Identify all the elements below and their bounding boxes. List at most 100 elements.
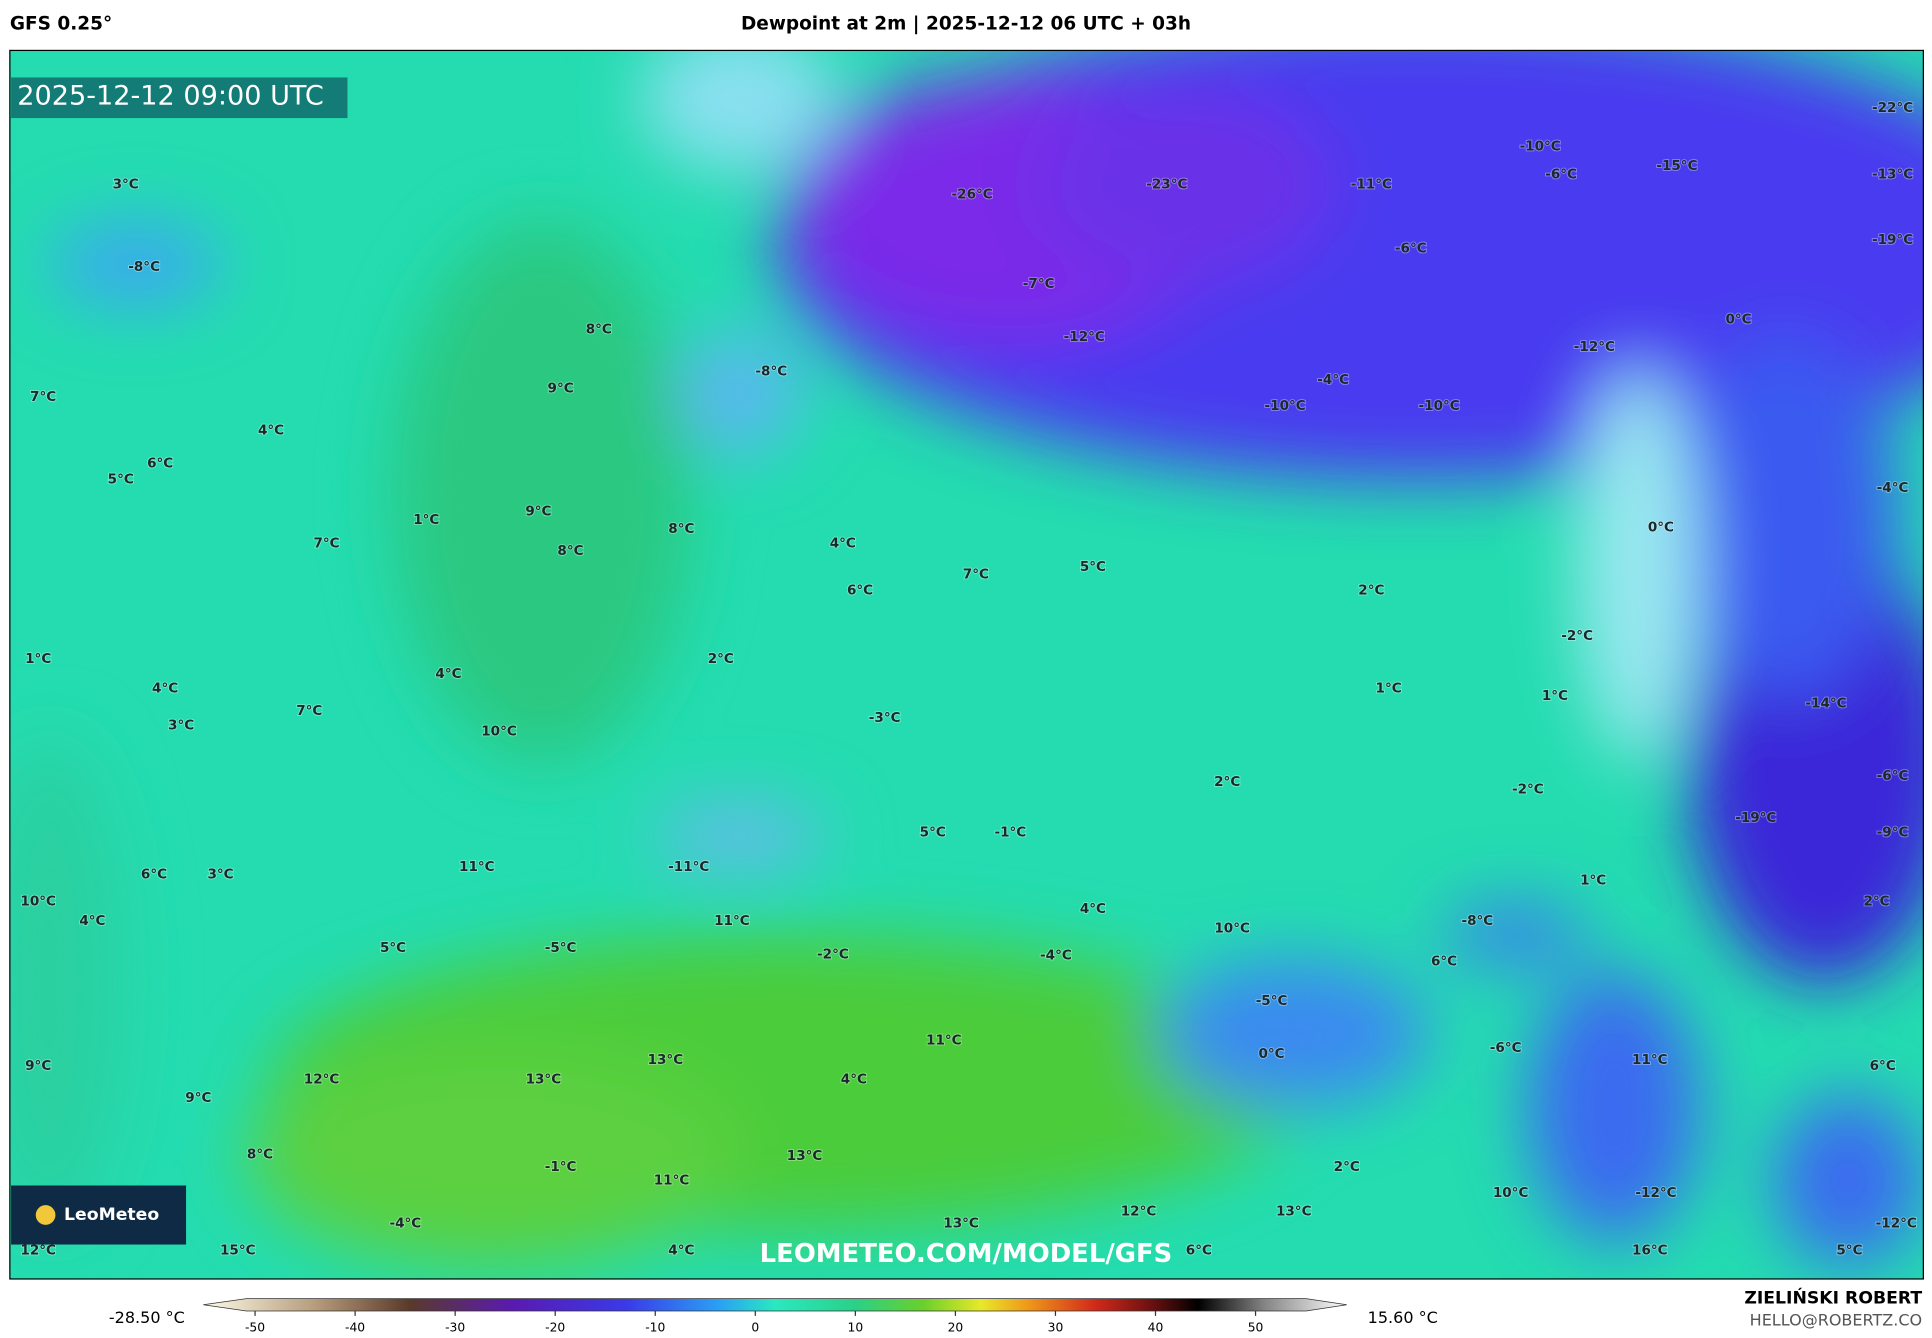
map-label: 2°C	[1358, 582, 1384, 598]
map-label: -4°C	[1317, 372, 1349, 388]
map-label: 4°C	[435, 666, 461, 682]
colorbar-tick-label: 10	[848, 1321, 864, 1335]
map-label: 12°C	[1121, 1203, 1157, 1219]
map-label: 4°C	[258, 422, 284, 438]
timestamp: 2025-12-12 09:00 UTC	[17, 81, 324, 112]
colorbar-tick-label: 40	[1148, 1321, 1164, 1335]
colorbar-tick-label: -30	[445, 1321, 465, 1335]
map-label: 2°C	[708, 651, 734, 667]
map-label: 6°C	[141, 866, 167, 882]
map-label: 16°C	[1632, 1243, 1668, 1259]
colorbar-tick-label: 50	[1248, 1321, 1264, 1335]
map-label: 3°C	[168, 718, 194, 734]
map-label: -2°C	[817, 946, 849, 962]
map-label: -26°C	[952, 186, 993, 202]
credit-name: ZIELIŃSKI ROBERT	[1744, 1287, 1922, 1309]
map-label: 6°C	[147, 456, 173, 472]
map-label: 11°C	[1632, 1052, 1668, 1068]
map-label: 7°C	[313, 536, 339, 552]
map-label: 9°C	[548, 381, 574, 397]
map-frame	[9, 49, 1924, 1280]
map-label: -8°C	[128, 259, 160, 275]
map-label: 1°C	[1580, 873, 1606, 889]
map-label: 11°C	[714, 913, 750, 929]
map-label: 1°C	[1376, 681, 1402, 697]
map-label: 13°C	[526, 1072, 562, 1088]
map-label: 8°C	[586, 322, 612, 338]
map-label: 12°C	[304, 1072, 340, 1088]
map-label: 8°C	[557, 543, 583, 559]
map-label: -4°C	[389, 1216, 421, 1232]
map-label: -8°C	[755, 363, 787, 379]
map-label: 13°C	[1276, 1203, 1312, 1219]
map-label: -6°C	[1395, 240, 1427, 256]
map-label: 10°C	[481, 724, 517, 740]
map-label: 6°C	[1870, 1058, 1896, 1074]
map-label: -6°C	[1545, 167, 1577, 183]
map-label: 6°C	[1431, 954, 1457, 970]
map-label: -2°C	[1512, 782, 1544, 798]
map-label: -14°C	[1805, 695, 1846, 711]
map-label: 6°C	[1186, 1243, 1212, 1259]
map-label: 6°C	[847, 582, 873, 598]
map-label: 1°C	[25, 651, 51, 667]
map-label: -12°C	[1876, 1216, 1917, 1232]
colorbar-tick-label: -10	[645, 1321, 665, 1335]
credit-email: HELLO@ROBERTZ.CO	[1750, 1310, 1922, 1329]
title: Dewpoint at 2m | 2025-12-12 06 UTC + 03h	[741, 14, 1191, 35]
map-label: 9°C	[185, 1090, 211, 1106]
map-label: -10°C	[1419, 398, 1460, 414]
map-label: -5°C	[1256, 993, 1288, 1009]
map-label: -13°C	[1872, 167, 1913, 183]
colorbar-tick-label: 20	[948, 1321, 964, 1335]
map-label: -19°C	[1735, 810, 1776, 826]
watermark: LEOMETEO.COM/MODEL/GFS	[760, 1239, 1173, 1269]
map-label: -9°C	[1877, 825, 1909, 841]
timestamp-box	[11, 77, 348, 119]
map-label: -4°C	[1040, 948, 1072, 964]
map-label: -11°C	[668, 859, 709, 875]
map-label: -8°C	[1461, 913, 1493, 929]
map-label: 5°C	[1836, 1243, 1862, 1259]
map-label: 0°C	[1258, 1046, 1284, 1062]
logo-sun	[35, 1205, 56, 1225]
map-label: -10°C	[1520, 138, 1561, 154]
map-label: 10°C	[20, 893, 56, 909]
map-label: 2°C	[1334, 1159, 1360, 1175]
map-label: 12°C	[20, 1243, 56, 1259]
map-label: -5°C	[545, 940, 577, 956]
map-label: 13°C	[943, 1216, 979, 1232]
map-label: 9°C	[525, 504, 551, 520]
map-label: -23°C	[1146, 176, 1187, 192]
map-label: 10°C	[1214, 920, 1250, 936]
map-label: -19°C	[1872, 232, 1913, 248]
map-label: 5°C	[108, 472, 134, 488]
colorbar-tick-label: 30	[1048, 1321, 1064, 1335]
map-label: 4°C	[668, 1243, 694, 1259]
colorbar-min: -28.50 °C	[109, 1308, 185, 1327]
map-label: -10°C	[1265, 398, 1306, 414]
map-label: 5°C	[380, 940, 406, 956]
map-label: 4°C	[1080, 901, 1106, 917]
map-label: -12°C	[1064, 329, 1105, 345]
map-label: 5°C	[920, 825, 946, 841]
map-label: 8°C	[668, 521, 694, 537]
model-label: GFS 0.25°	[10, 14, 112, 35]
map-label: 3°C	[207, 866, 233, 882]
map-label: 0°C	[1648, 520, 1674, 536]
map-label: 13°C	[787, 1148, 823, 1164]
map-label: 4°C	[841, 1072, 867, 1088]
map-label: 4°C	[830, 536, 856, 552]
map-label: 1°C	[413, 512, 439, 528]
map-label: 7°C	[963, 566, 989, 582]
map-label: -7°C	[1023, 276, 1055, 292]
map-label: -4°C	[1877, 480, 1909, 496]
map-label: 9°C	[25, 1058, 51, 1074]
colorbar	[203, 1298, 1347, 1312]
map-label: 7°C	[296, 703, 322, 719]
map-label: -1°C	[994, 825, 1026, 841]
map-label: 11°C	[654, 1173, 690, 1189]
map-label: -12°C	[1635, 1185, 1676, 1201]
